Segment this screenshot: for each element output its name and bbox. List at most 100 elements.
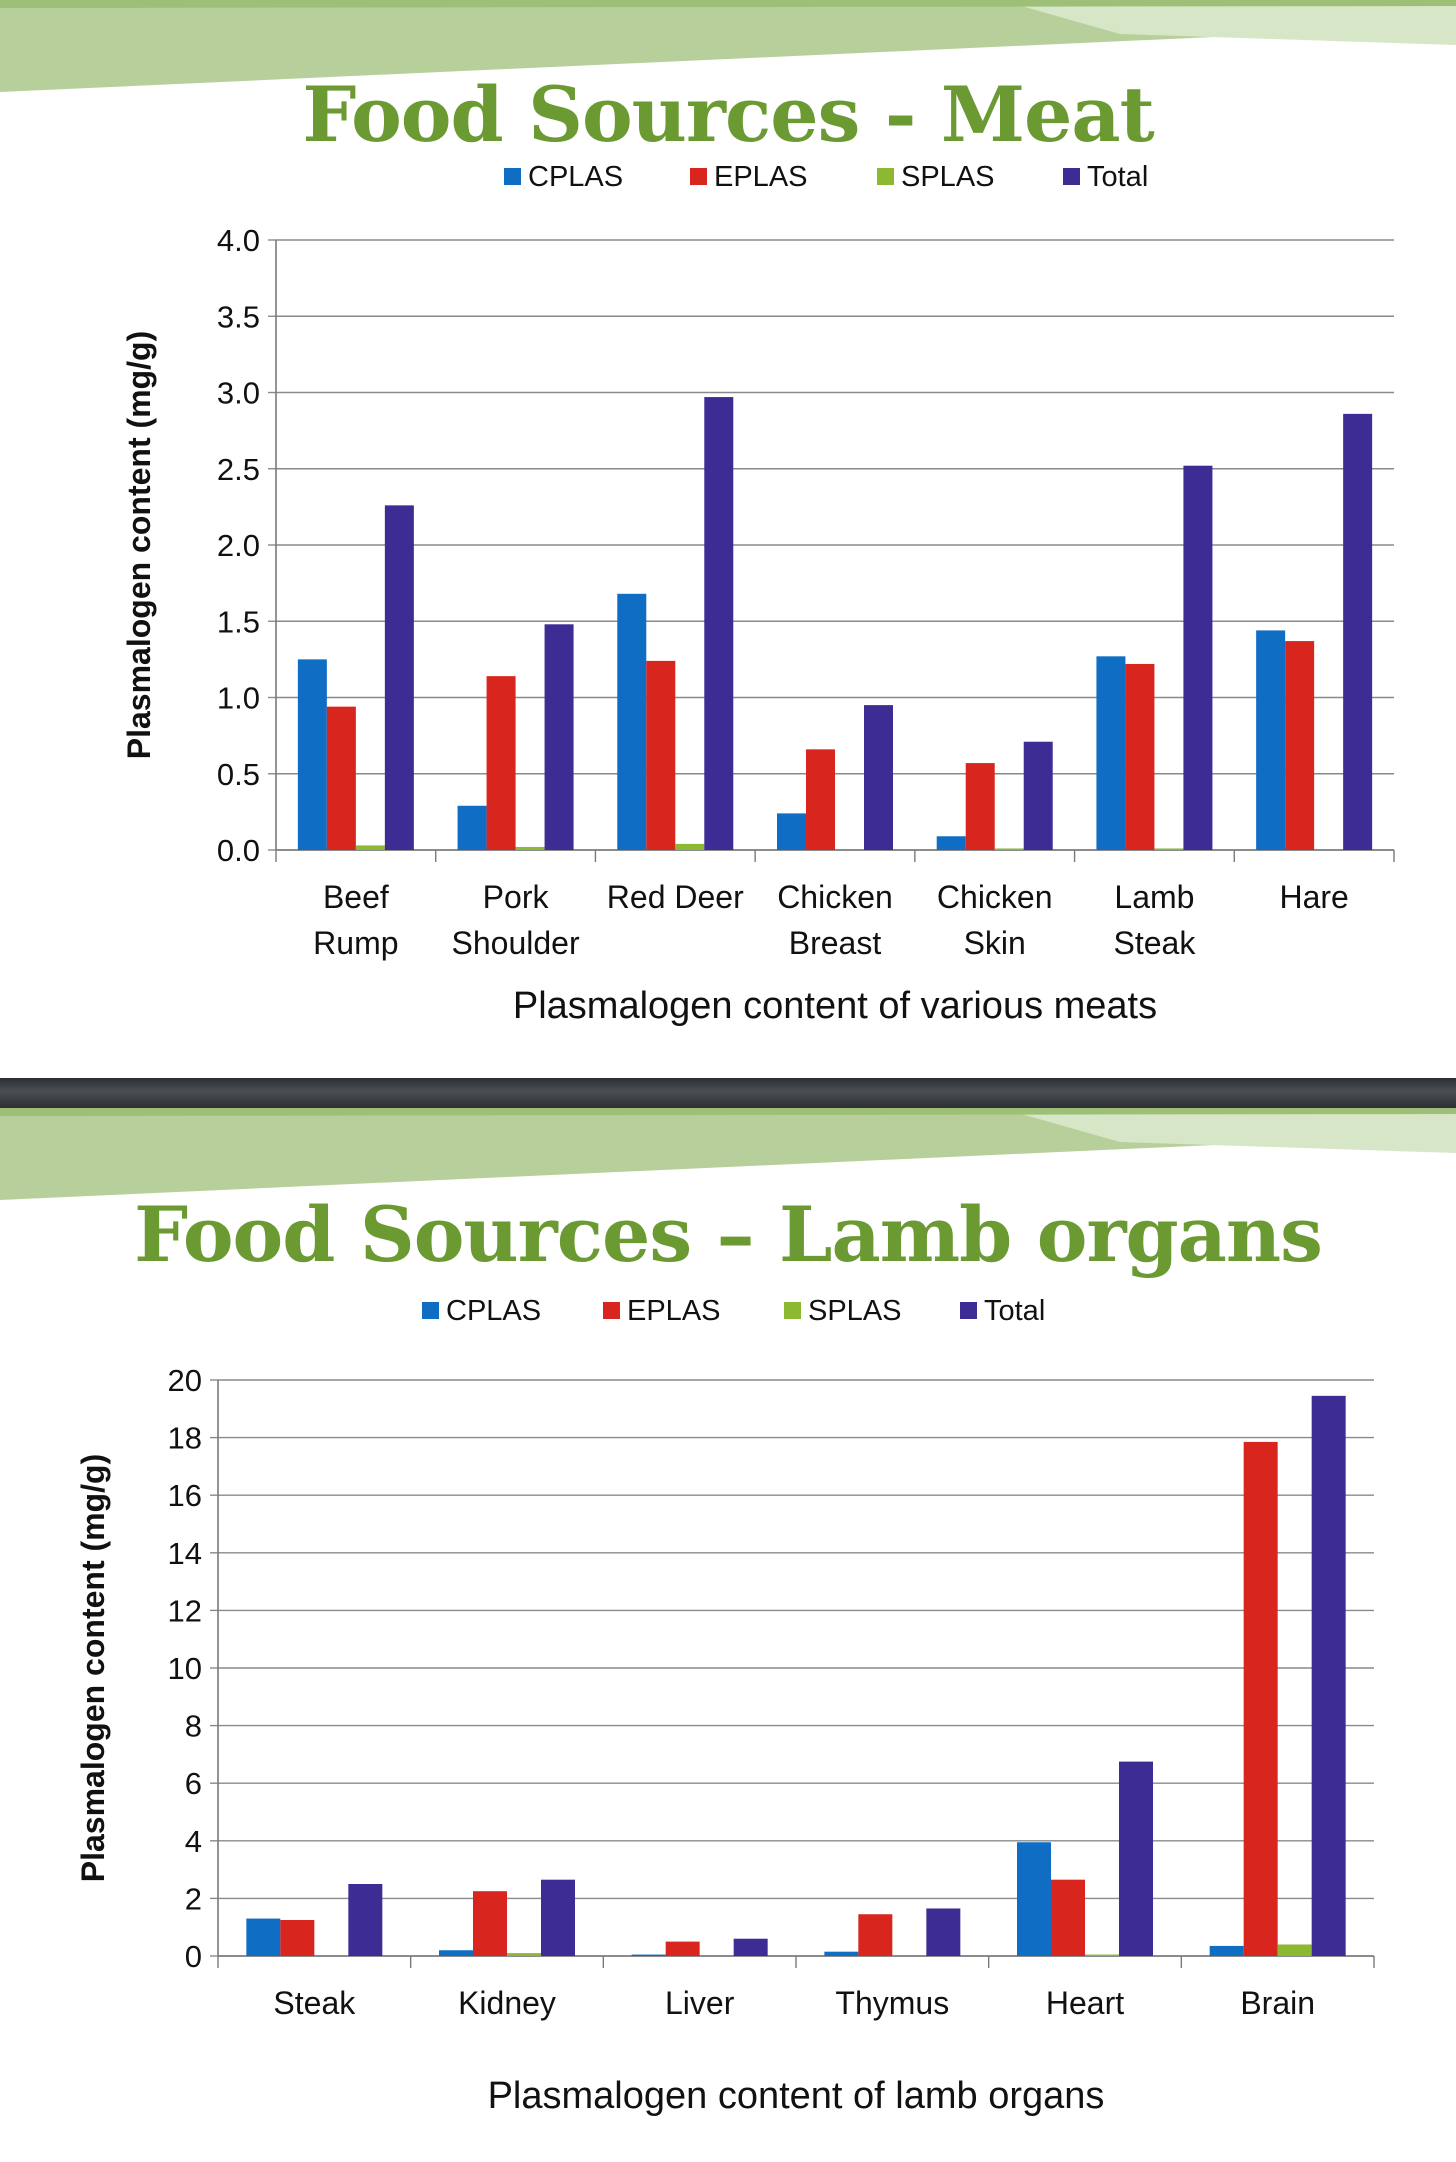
- y-tick-label: 1.5: [217, 604, 260, 639]
- y-tick-label: 10: [168, 1651, 202, 1686]
- y-tick-label: 12: [168, 1593, 202, 1628]
- y-tick-label: 0.0: [217, 833, 260, 868]
- y-tick-label: 1.0: [217, 681, 260, 716]
- bar-cplas: [631, 1954, 666, 1956]
- bar-eplas: [665, 1941, 700, 1956]
- bar-cplas: [1209, 1945, 1244, 1956]
- x-tick-label: Lamb: [1114, 879, 1194, 915]
- legend-label: Total: [984, 1295, 1045, 1327]
- y-tick-label: 4: [185, 1824, 202, 1859]
- bar-cplas: [1256, 630, 1286, 850]
- x-tick-label: Kidney: [458, 1985, 556, 2021]
- x-axis-title: Plasmalogen content of various meats: [513, 985, 1157, 1027]
- y-tick-label: 8: [185, 1709, 202, 1744]
- x-tick-label: Chicken: [937, 879, 1053, 915]
- x-tick-label: Thymus: [835, 1985, 949, 2021]
- bar-cplas: [936, 836, 966, 850]
- legend-swatch: [960, 1302, 977, 1319]
- legend-item-eplas: EPLAS: [603, 1295, 721, 1327]
- bar-eplas: [1125, 663, 1155, 850]
- x-tick-label: Shoulder: [452, 925, 580, 961]
- bar-cplas: [1096, 656, 1126, 850]
- bar-eplas: [646, 660, 676, 850]
- x-tick-label: Liver: [665, 1985, 735, 2021]
- x-tick-label: Hare: [1279, 879, 1348, 915]
- bar-eplas: [1243, 1441, 1278, 1956]
- page-title: Food Sources - Meat: [302, 70, 1154, 159]
- legend-item-cplas: CPLAS: [504, 161, 623, 193]
- bar-cplas: [617, 593, 647, 850]
- x-tick-label: Breast: [789, 925, 882, 961]
- bar-total: [926, 1908, 961, 1956]
- y-tick-label: 16: [168, 1478, 202, 1513]
- slide-header-banner: [0, 1108, 1456, 1200]
- bar-cplas: [439, 1950, 473, 1956]
- legend-item-splas: SPLAS: [877, 161, 995, 193]
- y-tick-label: 2.0: [217, 528, 260, 563]
- slide-meat: Food Sources - Meat CPLAS EPLAS SPLAS Total…: [0, 0, 1456, 1078]
- bar-total: [864, 705, 893, 850]
- legend-label: CPLAS: [528, 161, 623, 193]
- bar-cplas: [824, 1951, 859, 1956]
- y-tick-label: 6: [185, 1766, 202, 1801]
- slide-lamb-organs: Food Sources – Lamb organs CPLAS EPLAS SPL…: [0, 1108, 1456, 2162]
- bar-cplas: [1017, 1842, 1051, 1956]
- y-axis-title: Plasmalogen content (mg/g): [75, 1454, 111, 1882]
- x-tick-label: Rump: [313, 925, 398, 961]
- y-tick-label: 3.0: [217, 376, 260, 411]
- bar-eplas: [806, 749, 835, 850]
- bar-eplas: [1051, 1879, 1085, 1956]
- bar-eplas: [858, 1914, 893, 1956]
- legend-label: EPLAS: [627, 1295, 721, 1327]
- bar-cplas: [246, 1918, 281, 1956]
- bar-total: [1311, 1395, 1346, 1956]
- bar-total: [1119, 1761, 1153, 1956]
- legend-swatch: [784, 1302, 801, 1319]
- bar-splas: [1154, 848, 1184, 850]
- y-tick-label: 0: [185, 1939, 202, 1974]
- legend-item-cplas: CPLAS: [422, 1295, 541, 1327]
- x-tick-label: Pork: [483, 879, 550, 915]
- y-axis-title: Plasmalogen content (mg/g): [121, 331, 157, 759]
- x-tick-label: Brain: [1240, 1985, 1315, 2021]
- x-tick-label: Steak: [1114, 925, 1197, 961]
- bar-splas: [994, 848, 1024, 850]
- legend-label: SPLAS: [901, 161, 995, 193]
- y-tick-label: 14: [168, 1536, 202, 1571]
- bar-splas: [1085, 1954, 1119, 1956]
- bar-splas: [507, 1953, 541, 1956]
- bar-eplas: [1285, 641, 1315, 850]
- legend-swatch: [690, 168, 707, 185]
- bar-eplas: [280, 1920, 315, 1956]
- bar-splas: [515, 846, 545, 850]
- legend-label: EPLAS: [714, 161, 808, 193]
- bar-total: [1343, 413, 1373, 850]
- bar-total: [348, 1884, 383, 1956]
- bar-eplas: [486, 676, 516, 850]
- chart-lamb-organs: CPLAS EPLAS SPLAS Total 0 2 4 6 8 10 12 14 16 18 20 Ste…: [75, 1295, 1375, 2117]
- y-tick-label: 2.5: [217, 452, 260, 487]
- bar-cplas: [297, 659, 327, 850]
- legend-item-splas: SPLAS: [784, 1295, 902, 1327]
- legend-item-total: Total: [960, 1295, 1045, 1327]
- page-title: Food Sources – Lamb organs: [134, 1190, 1323, 1279]
- bar-total: [384, 505, 414, 850]
- bar-total: [1023, 741, 1053, 850]
- x-tick-label: Chicken: [777, 879, 893, 915]
- bar-total: [544, 624, 574, 850]
- legend-label: Total: [1087, 161, 1148, 193]
- bar-cplas: [777, 813, 806, 850]
- slide-header-banner: [0, 0, 1456, 92]
- legend-swatch: [1063, 168, 1080, 185]
- x-axis-title: Plasmalogen content of lamb organs: [488, 2075, 1105, 2117]
- slide-divider: [0, 1078, 1456, 1108]
- legend-label: SPLAS: [808, 1295, 902, 1327]
- legend-item-total: Total: [1063, 161, 1148, 193]
- bar-eplas: [326, 706, 356, 850]
- bar-eplas: [473, 1891, 507, 1956]
- y-tick-label: 20: [168, 1363, 202, 1398]
- chart-meat: CPLAS EPLAS SPLAS Total 0.0 0.5 1.0 1.5 2.0 2.5 3.…: [121, 161, 1395, 1027]
- legend-swatch: [422, 1302, 439, 1319]
- bar-splas: [355, 845, 385, 850]
- bar-splas: [675, 843, 705, 850]
